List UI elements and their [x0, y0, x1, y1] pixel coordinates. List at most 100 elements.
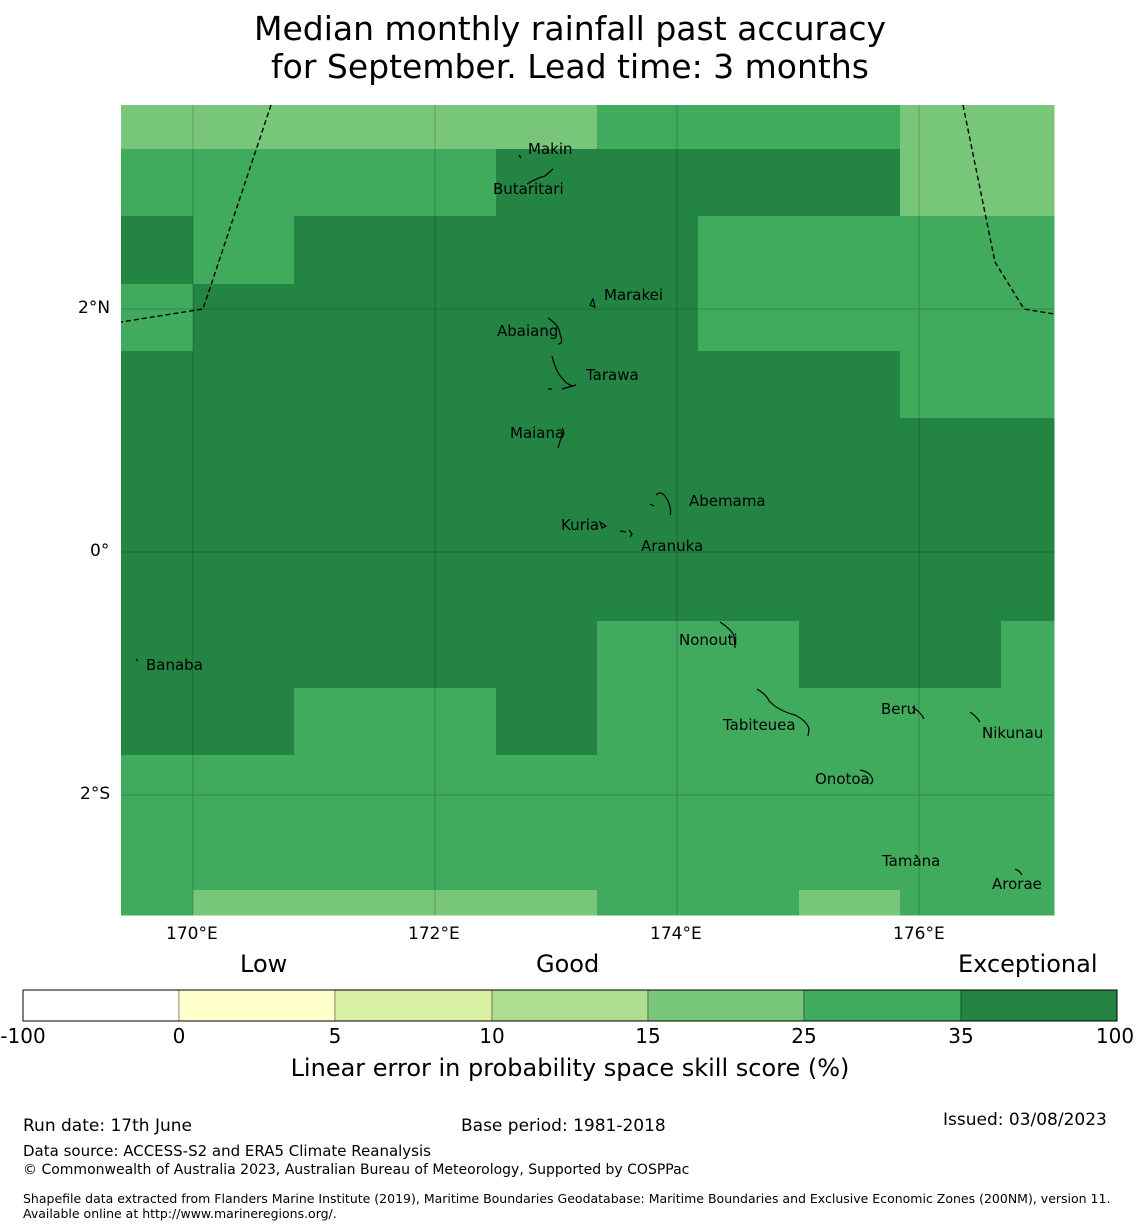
island-label-butaritari: Butaritari — [493, 180, 564, 198]
grid-cell — [597, 284, 699, 352]
island-label-tabiteuea: Tabiteuea — [723, 716, 796, 734]
island-label-nikunau: Nikunau — [982, 724, 1044, 742]
island-label-arorae: Arorae — [992, 875, 1042, 893]
grid-cell — [496, 755, 598, 823]
island-label-maiana: Maiana — [510, 424, 565, 442]
grid-cell — [799, 688, 901, 756]
grid-cell — [193, 755, 295, 823]
map-title: Median monthly rainfall past accuracy fo… — [0, 10, 1140, 86]
colorbar-swatch — [491, 989, 649, 1022]
grid-cell — [698, 553, 800, 622]
grid-cell — [799, 418, 901, 487]
grid-cell — [597, 351, 699, 419]
grid-cell — [193, 216, 295, 285]
grid-cell — [597, 755, 699, 823]
grid-cell — [121, 149, 194, 217]
grid-cell — [597, 418, 699, 487]
grid-cell — [698, 351, 800, 419]
grid-cell — [121, 418, 194, 487]
arorae-outline — [1014, 868, 1023, 876]
kuria-outline — [598, 520, 608, 529]
grid-cell — [799, 755, 901, 823]
grid-cell — [395, 486, 497, 554]
grid-cell — [1001, 149, 1055, 217]
grid-cell — [900, 149, 1002, 217]
nonouti-outline — [719, 621, 736, 649]
grid-cell — [900, 351, 1002, 419]
copyright: © Commonwealth of Australia 2023, Austra… — [23, 1162, 690, 1178]
grid-cell — [799, 351, 901, 419]
colorbar-tick-neg100: -100 — [0, 1024, 46, 1048]
grid-cell — [1001, 486, 1055, 554]
island-label-aranuka: Aranuka — [641, 537, 704, 555]
colorbar-tick-5: 5 — [328, 1024, 342, 1048]
island-label-tamana: Tamana — [882, 852, 941, 870]
grid-cell — [1001, 822, 1055, 891]
colorbar-swatch — [178, 989, 336, 1022]
colorbar-swatch — [22, 989, 180, 1022]
grid-cell — [698, 418, 800, 487]
shapefile-credit: Shapefile data extracted from Flanders M… — [23, 1191, 1111, 1221]
grid-cell — [1001, 755, 1055, 823]
grid-cell — [597, 149, 699, 217]
tabiteuea-outline — [756, 688, 810, 737]
island-outlines — [135, 154, 1023, 876]
grid-cell — [698, 688, 800, 756]
grid-cell — [496, 688, 598, 756]
grid-cell — [121, 688, 194, 756]
grid-cell — [193, 351, 295, 419]
grid-cell — [395, 755, 497, 823]
grid-cell — [496, 418, 598, 487]
grid-cell — [193, 105, 295, 150]
grid-cell — [294, 890, 396, 916]
island-label-abaiang: Abaiang — [497, 322, 559, 340]
grid-cell — [900, 486, 1002, 554]
colorbar-tick-25: 25 — [791, 1024, 817, 1048]
colorbar-tick-0: 0 — [172, 1024, 186, 1048]
grid-cell — [496, 553, 598, 622]
grid-cell — [900, 418, 1002, 487]
eez-boundaries — [120, 104, 1055, 323]
grid-cell — [294, 105, 396, 150]
abaiang-outline — [547, 317, 563, 345]
banaba-outline — [135, 658, 139, 662]
grid-cell — [193, 890, 295, 916]
grid-cell — [799, 284, 901, 352]
colorbar-swatch — [960, 989, 1118, 1022]
grid-cell — [193, 486, 295, 554]
grid-cell — [121, 755, 194, 823]
grid-cell — [395, 688, 497, 756]
grid-cell — [799, 553, 901, 622]
grid-cell — [193, 418, 295, 487]
grid-cell — [193, 621, 295, 689]
grid-cell — [900, 688, 1002, 756]
grid-cell — [193, 688, 295, 756]
grid-cell — [496, 486, 598, 554]
grid-cell — [121, 105, 194, 150]
grid-cell — [698, 105, 800, 150]
abemama-outline — [649, 492, 672, 516]
colorbar — [22, 989, 1118, 1022]
grid-cell — [121, 553, 194, 622]
colorbar-swatch — [647, 989, 805, 1022]
grid-cell — [698, 755, 800, 823]
grid-cell — [799, 486, 901, 554]
grid-cell — [496, 216, 598, 285]
grid-cell — [597, 822, 699, 891]
lat-label-2n: 2°N — [78, 298, 111, 318]
grid-cell — [294, 216, 396, 285]
colorbar-tick-10: 10 — [479, 1024, 505, 1048]
grid-cell — [496, 105, 598, 150]
grid-cell — [294, 688, 396, 756]
marakei-outline — [589, 297, 596, 308]
grid-cell — [597, 105, 699, 150]
grid-cell — [121, 351, 194, 419]
grid-cell — [294, 553, 396, 622]
grid-cell — [698, 284, 800, 352]
grid-cell — [1001, 351, 1055, 419]
island-label-beru: Beru — [881, 700, 917, 718]
tarawa-outline — [548, 355, 577, 390]
tamana-outline — [914, 854, 919, 858]
grid-cell — [698, 890, 800, 916]
grid-cell — [395, 351, 497, 419]
